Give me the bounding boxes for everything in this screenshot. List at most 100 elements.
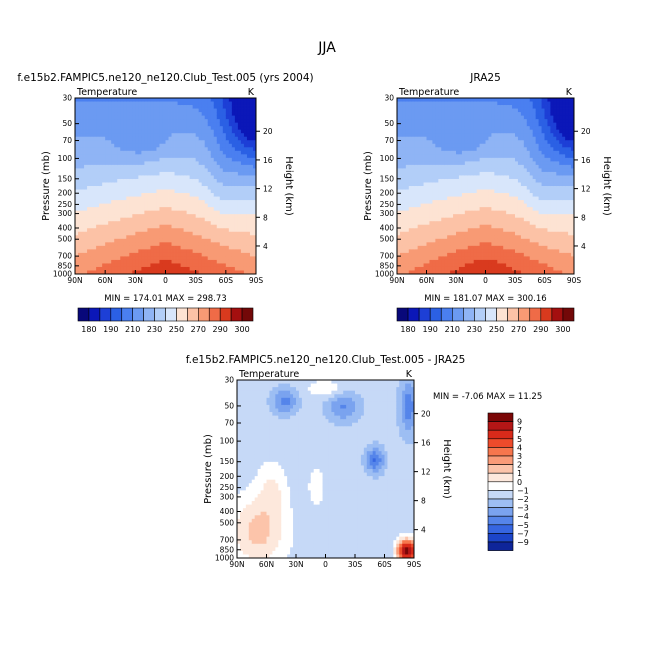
heatmap-cell xyxy=(414,200,419,204)
heatmap-cell xyxy=(174,108,178,113)
heatmap-cell xyxy=(132,178,136,183)
heatmap-cell xyxy=(120,193,124,197)
heatmap-cell xyxy=(210,168,215,173)
heatmap-cell xyxy=(467,101,472,106)
heatmap-cell xyxy=(168,175,172,180)
heatmap-cell xyxy=(458,200,463,204)
heatmap-cell xyxy=(429,119,433,124)
heatmap-cell xyxy=(87,101,91,106)
heatmap-cell xyxy=(429,161,433,166)
heatmap-cell xyxy=(87,189,91,194)
heatmap-cell xyxy=(450,221,454,226)
heatmap-cell xyxy=(426,143,430,148)
heatmap-cell xyxy=(138,108,142,113)
heatmap-cell xyxy=(120,133,124,138)
heatmap-cell xyxy=(147,129,151,134)
heatmap-cell xyxy=(126,256,130,261)
heatmap-cell xyxy=(423,119,427,124)
heatmap-cell xyxy=(476,196,480,201)
heatmap-cell xyxy=(237,270,242,275)
heatmap-cell xyxy=(228,242,233,247)
heatmap-cell xyxy=(171,217,175,222)
heatmap-cell xyxy=(450,136,454,141)
heatmap-cell xyxy=(458,154,463,159)
heatmap-cell xyxy=(219,270,224,275)
heatmap-cell xyxy=(441,98,445,102)
heatmap-cell xyxy=(105,270,109,275)
heatmap-cell xyxy=(222,224,227,229)
heatmap-cell xyxy=(156,129,160,134)
heatmap-cell xyxy=(447,252,451,257)
heatmap-cell xyxy=(234,256,239,261)
heatmap-cell xyxy=(453,252,457,257)
heatmap-cell xyxy=(456,207,460,212)
heatmap-cell xyxy=(467,263,472,268)
heatmap-cell xyxy=(249,112,254,116)
heatmap-cell xyxy=(96,238,100,243)
heatmap-cell xyxy=(497,214,501,219)
heatmap-cell xyxy=(453,101,457,106)
heatmap-cell xyxy=(426,210,430,215)
heatmap-cell xyxy=(249,133,254,138)
heatmap-cell xyxy=(402,189,407,194)
heatmap-cell xyxy=(417,235,421,240)
heatmap-cell xyxy=(225,193,230,197)
heatmap-cell xyxy=(450,101,454,106)
heatmap-cell xyxy=(488,112,492,116)
heatmap-cell xyxy=(476,200,480,204)
heatmap-cell xyxy=(219,154,224,159)
heatmap-cell xyxy=(162,189,166,194)
heatmap-cell xyxy=(168,221,172,226)
heatmap-cell xyxy=(114,186,118,190)
heatmap-cell xyxy=(219,140,224,145)
heatmap-cell xyxy=(467,129,472,134)
heatmap-cell xyxy=(132,200,136,204)
heatmap-cell xyxy=(132,221,136,226)
heatmap-cell xyxy=(198,129,203,134)
heatmap-cell xyxy=(417,189,421,194)
heatmap-cell xyxy=(159,266,163,271)
heatmap-cell xyxy=(195,164,200,169)
heatmap-cell xyxy=(497,238,501,243)
heatmap-cell xyxy=(408,133,413,138)
heatmap-cell xyxy=(494,105,498,109)
heatmap-cell xyxy=(213,119,218,124)
heatmap-cell xyxy=(225,168,230,173)
heatmap-cell xyxy=(132,136,136,141)
heatmap-cell xyxy=(411,175,416,180)
heatmap-cell xyxy=(405,256,410,261)
heatmap-cell xyxy=(417,182,421,187)
heatmap-cell xyxy=(402,98,407,102)
heatmap-cell xyxy=(399,101,404,106)
heatmap-cell xyxy=(456,154,460,159)
heatmap-cell xyxy=(456,136,460,141)
heatmap-cell xyxy=(213,249,218,254)
heatmap-cell xyxy=(234,140,239,145)
heatmap-cell xyxy=(123,238,127,243)
heatmap-cell xyxy=(246,105,251,109)
heatmap-cell xyxy=(479,150,483,155)
heatmap-cell xyxy=(102,238,106,243)
heatmap-cell xyxy=(216,122,221,127)
heatmap-cell xyxy=(423,210,427,215)
heatmap-cell xyxy=(96,122,100,127)
heatmap-cell xyxy=(231,147,236,152)
page-title: JJA xyxy=(317,40,336,56)
heatmap-cell xyxy=(231,112,236,116)
heatmap-cell xyxy=(207,119,212,124)
heatmap-cell xyxy=(216,182,221,187)
heatmap-cell xyxy=(96,154,100,159)
heatmap-cell xyxy=(177,175,181,180)
heatmap-cell xyxy=(441,154,445,159)
heatmap-cell xyxy=(246,263,251,268)
heatmap-cell xyxy=(249,235,254,240)
heatmap-cell xyxy=(500,186,504,190)
heatmap-cell xyxy=(210,119,215,124)
heatmap-cell xyxy=(81,217,85,222)
heatmap-cell xyxy=(213,171,218,176)
heatmap-cell xyxy=(201,105,206,109)
heatmap-cell xyxy=(219,178,224,183)
heatmap-cell xyxy=(150,256,154,261)
heatmap-cell xyxy=(420,122,424,127)
heatmap-cell xyxy=(411,189,416,194)
